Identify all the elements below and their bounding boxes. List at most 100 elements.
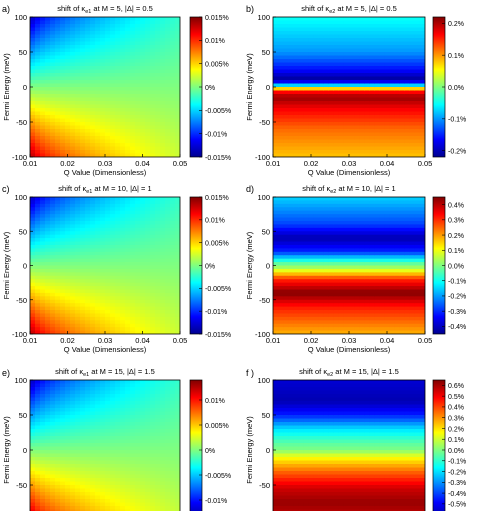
heatmap-cell — [364, 231, 370, 236]
heatmap-cell — [328, 80, 335, 85]
heatmap-cell — [273, 76, 279, 81]
heatmap-cell — [318, 210, 325, 215]
heatmap-cell — [328, 122, 335, 127]
heatmap-cell — [379, 24, 386, 29]
heatmap-cell — [323, 282, 330, 287]
heatmap-cell — [150, 69, 156, 74]
heatmap-cell — [60, 282, 66, 287]
heatmap-cell — [293, 69, 299, 74]
heatmap-cell — [175, 224, 180, 229]
heatmap-cell — [30, 83, 36, 88]
heatmap-cell — [165, 231, 171, 236]
heatmap-cell — [175, 248, 180, 253]
heatmap-cell — [369, 251, 375, 256]
heatmap-cell — [120, 296, 126, 301]
heatmap-cell — [65, 31, 71, 36]
heatmap-cell — [115, 48, 121, 53]
heatmap-cell — [364, 197, 370, 202]
heatmap-cell — [379, 200, 386, 205]
heatmap-cell — [80, 115, 86, 120]
heatmap-cell — [100, 286, 106, 291]
heatmap-cell — [170, 234, 176, 239]
heatmap-cell — [110, 41, 116, 46]
heatmap-cell — [140, 220, 146, 225]
heatmap-cell — [283, 143, 289, 148]
heatmap-cell — [90, 153, 96, 157]
heatmap-cell — [333, 111, 340, 116]
heatmap-cell — [150, 118, 156, 123]
heatmap-cell — [318, 20, 325, 25]
heatmap-cell — [65, 299, 71, 304]
heatmap-cell — [140, 136, 146, 141]
heatmap-cell — [65, 323, 71, 328]
heatmap-cell — [85, 143, 91, 148]
heatmap-cell — [115, 200, 121, 205]
heatmap-cell — [155, 217, 161, 222]
heatmap-cell — [175, 210, 180, 215]
heatmap-cell — [303, 111, 310, 116]
heatmap-cell — [75, 217, 81, 222]
heatmap-cell — [105, 76, 111, 81]
heatmap-cell — [394, 62, 401, 67]
heatmap-cell — [318, 31, 325, 36]
heatmap-cell — [293, 41, 299, 46]
heatmap-cell — [90, 104, 96, 109]
heatmap-cell — [30, 262, 36, 267]
heatmap-cell — [100, 129, 106, 134]
heatmap-cell — [115, 143, 121, 148]
heatmap-cell — [85, 227, 91, 232]
heatmap-cell — [349, 299, 355, 304]
heatmap-cell — [409, 296, 416, 301]
heatmap-cell — [419, 52, 425, 57]
heatmap-cell — [70, 52, 76, 57]
heatmap-cell — [364, 207, 370, 212]
heatmap-cell — [333, 303, 340, 308]
heatmap-cell — [70, 83, 76, 88]
heatmap-cell — [160, 279, 166, 284]
heatmap-cell — [369, 69, 375, 74]
heatmap-cell — [165, 45, 171, 50]
heatmap-cell — [313, 153, 320, 157]
heatmap-cell — [95, 241, 101, 246]
heatmap-cell — [140, 87, 146, 92]
heatmap-cell — [100, 227, 106, 232]
heatmap-cell — [338, 83, 345, 88]
heatmap-cell — [374, 255, 380, 260]
heatmap-cell — [95, 87, 101, 92]
heatmap-cell — [419, 227, 425, 232]
heatmap-cell — [40, 34, 46, 39]
heatmap-cell — [374, 279, 380, 284]
heatmap-cell — [140, 238, 146, 243]
heatmap-cell — [278, 52, 284, 57]
heatmap-cell — [399, 31, 406, 36]
heatmap-cell — [70, 255, 76, 260]
heatmap-cell — [379, 38, 386, 43]
heatmap-cell — [328, 316, 335, 321]
heatmap-cell — [313, 282, 320, 287]
heatmap-cell — [293, 316, 299, 321]
heatmap-cell — [95, 244, 101, 249]
heatmap-cell — [419, 234, 425, 239]
heatmap-cell — [323, 59, 330, 64]
heatmap-cell — [374, 238, 380, 243]
heatmap-cell — [278, 143, 284, 148]
heatmap-cell — [369, 111, 375, 116]
heatmap-cell — [150, 327, 156, 332]
heatmap-cell — [349, 143, 355, 148]
heatmap-cell — [170, 111, 176, 116]
heatmap-cell — [170, 59, 176, 64]
heatmap-cell — [130, 129, 136, 134]
heatmap-cell — [30, 31, 36, 36]
heatmap-cell — [359, 87, 365, 92]
heatmap-cell — [55, 132, 61, 137]
heatmap-cell — [135, 24, 141, 29]
heatmap-cell — [150, 272, 156, 277]
heatmap-cell — [343, 227, 350, 232]
heatmap-cell — [90, 200, 96, 205]
heatmap-cell — [349, 255, 355, 260]
heatmap-cell — [30, 48, 36, 53]
heatmap-cell — [394, 66, 401, 71]
heatmap-cell — [75, 286, 81, 291]
heatmap-cell — [100, 197, 106, 202]
heatmap-cell — [130, 268, 136, 273]
